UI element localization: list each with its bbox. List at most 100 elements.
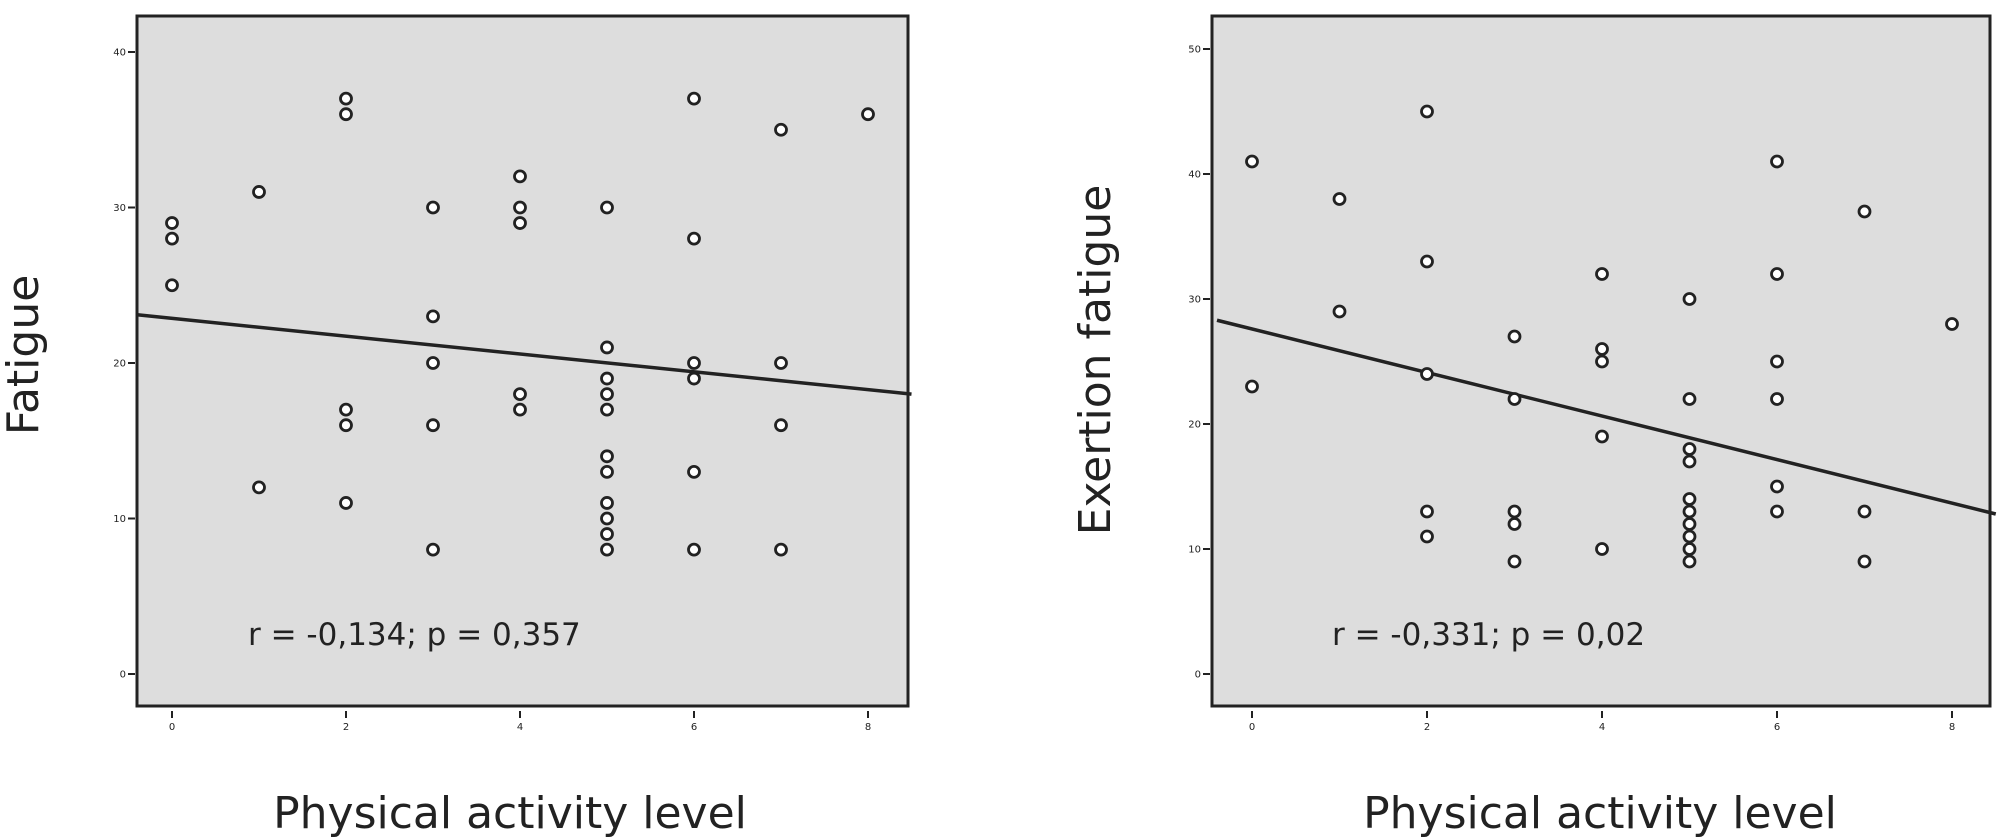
regression-line bbox=[137, 313, 912, 396]
data-point bbox=[1770, 354, 1784, 369]
data-point bbox=[1595, 342, 1609, 356]
data-point bbox=[513, 402, 527, 417]
data-point bbox=[1682, 529, 1697, 544]
data-point bbox=[1507, 517, 1522, 531]
data-point bbox=[600, 371, 614, 386]
data-point bbox=[1682, 292, 1697, 306]
data-point bbox=[1682, 442, 1697, 456]
data-point bbox=[1420, 504, 1434, 519]
data-point bbox=[1595, 429, 1609, 444]
x-tick-label: 6 bbox=[691, 722, 697, 733]
y-tick-label: 0 bbox=[1195, 670, 1201, 681]
data-point bbox=[1595, 354, 1609, 369]
data-point bbox=[600, 542, 614, 557]
data-point bbox=[861, 107, 875, 122]
data-point bbox=[513, 169, 527, 184]
data-point bbox=[339, 402, 353, 417]
correlation-annotation: r = -0,331; p = 0,02 bbox=[1332, 617, 1645, 653]
data-point bbox=[1420, 529, 1434, 544]
data-point bbox=[252, 480, 266, 495]
data-point bbox=[1682, 392, 1697, 406]
data-point bbox=[1682, 517, 1697, 531]
data-point bbox=[687, 356, 701, 370]
y-tick-label: 20 bbox=[1188, 420, 1201, 431]
data-point bbox=[1507, 392, 1522, 406]
data-point bbox=[774, 122, 788, 137]
y-tick-label: 0 bbox=[120, 670, 126, 681]
data-point bbox=[600, 340, 614, 355]
data-point bbox=[1682, 504, 1697, 519]
data-point bbox=[687, 231, 701, 246]
fatigue-scatter-chart: 0 10 20 30 40 0 2 4 6 8 r = -0,134; p = 0,357 Ph… bbox=[0, 14, 912, 839]
x-tick-label: 6 bbox=[1774, 722, 1780, 733]
data-point bbox=[426, 309, 440, 324]
data-point bbox=[1507, 504, 1522, 519]
data-point bbox=[426, 356, 440, 370]
data-point bbox=[513, 200, 527, 215]
data-point bbox=[687, 91, 701, 106]
data-point bbox=[1507, 554, 1522, 569]
data-point bbox=[600, 464, 614, 479]
data-point bbox=[1857, 504, 1872, 519]
data-point bbox=[1245, 379, 1259, 394]
data-point bbox=[165, 231, 179, 246]
data-point bbox=[1857, 554, 1872, 569]
data-point bbox=[1945, 317, 1959, 331]
data-point bbox=[600, 496, 614, 510]
y-axis-title: Fatigue bbox=[0, 275, 49, 436]
x-tick-label: 4 bbox=[517, 722, 523, 733]
data-point bbox=[1245, 154, 1259, 169]
y-tick-label: 50 bbox=[1188, 45, 1201, 56]
data-point bbox=[774, 542, 788, 557]
data-point bbox=[687, 542, 701, 557]
y-tick-label: 30 bbox=[113, 203, 126, 214]
data-point bbox=[687, 464, 701, 479]
x-axis-title: Physical activity level bbox=[1363, 788, 1837, 839]
exertion-fatigue-scatter-chart: 0 10 20 30 40 50 0 2 4 6 8 r = -0,331; p = 0,02 P… bbox=[1070, 14, 1997, 839]
data-point bbox=[774, 356, 788, 370]
data-point bbox=[339, 91, 353, 106]
data-point bbox=[513, 216, 527, 230]
x-axis-title: Physical activity level bbox=[273, 788, 747, 839]
correlation-annotation: r = -0,134; p = 0,357 bbox=[248, 617, 581, 653]
x-tick-label: 2 bbox=[343, 722, 349, 733]
data-point bbox=[165, 216, 179, 230]
data-point bbox=[1332, 304, 1347, 319]
data-point bbox=[1595, 267, 1609, 281]
data-point bbox=[426, 542, 440, 557]
data-point bbox=[1595, 542, 1609, 556]
data-point bbox=[1770, 504, 1784, 519]
regression-line bbox=[1216, 318, 1997, 516]
y-tick-label: 40 bbox=[1188, 170, 1201, 181]
data-point bbox=[426, 200, 440, 215]
data-point bbox=[1770, 154, 1784, 169]
data-point bbox=[600, 511, 614, 526]
x-tick-label: 8 bbox=[1949, 722, 1955, 733]
data-point bbox=[600, 449, 614, 464]
x-tick-label: 8 bbox=[865, 722, 871, 733]
y-tick-label: 40 bbox=[113, 48, 126, 59]
data-point bbox=[1682, 542, 1697, 556]
data-point bbox=[252, 185, 266, 199]
data-point bbox=[1857, 204, 1872, 219]
data-point bbox=[1682, 454, 1697, 469]
data-point bbox=[1770, 479, 1784, 494]
data-point bbox=[774, 418, 788, 433]
x-tick-label: 0 bbox=[169, 722, 175, 733]
data-point bbox=[1420, 254, 1434, 269]
data-point bbox=[1420, 367, 1434, 381]
y-tick-label: 10 bbox=[1188, 545, 1201, 556]
data-point bbox=[1507, 329, 1522, 344]
data-point bbox=[339, 496, 353, 510]
data-point bbox=[1770, 267, 1784, 281]
data-point bbox=[687, 371, 701, 386]
data-point bbox=[426, 418, 440, 433]
data-point bbox=[600, 402, 614, 417]
data-point bbox=[600, 527, 614, 541]
x-tick-label: 2 bbox=[1424, 722, 1430, 733]
data-point bbox=[600, 387, 614, 402]
data-point bbox=[339, 418, 353, 433]
x-tick-label: 4 bbox=[1599, 722, 1605, 733]
y-tick-label: 20 bbox=[113, 359, 126, 370]
data-point bbox=[165, 278, 179, 293]
